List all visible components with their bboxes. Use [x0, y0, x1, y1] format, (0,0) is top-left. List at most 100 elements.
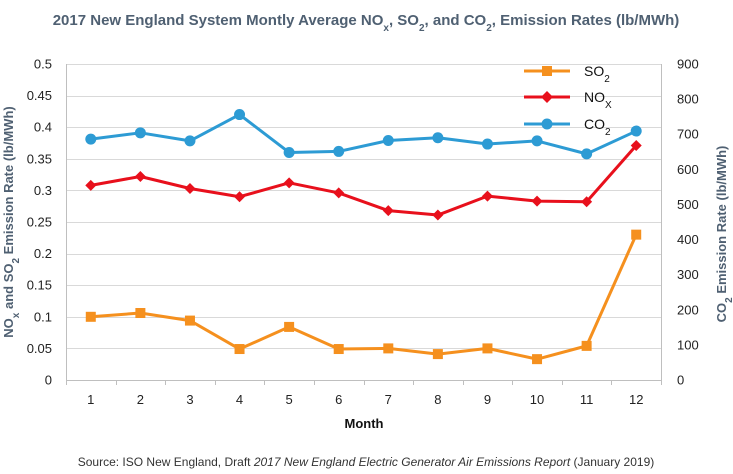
- legend-label-so2: SO2: [584, 63, 610, 85]
- x-tick-label-8: 8: [434, 392, 441, 407]
- point-so2-1: [85, 311, 96, 322]
- legend-so2-sub: 2: [604, 74, 610, 85]
- left-tick-label-1: 0.05: [27, 341, 52, 356]
- title-sep2: , and CO: [425, 12, 487, 29]
- point-nox-6: [333, 187, 345, 199]
- y-axis-left-title: NOx and SO2 Emission Rate (lb/MWh): [1, 106, 22, 337]
- legend-item-so2: SO2: [524, 63, 610, 85]
- ylabel-left-nox-sub: x: [11, 312, 22, 318]
- x-tick-label-7: 7: [385, 392, 392, 407]
- axes: [66, 64, 662, 385]
- ylabel-right-suffix: Emission Rate (lb/MWh): [714, 146, 729, 298]
- point-so2-8: [432, 349, 443, 360]
- point-co2-4: [234, 109, 246, 121]
- legend-marker-so2: [542, 66, 552, 76]
- series-nox: [85, 140, 642, 221]
- point-co2-8: [432, 132, 444, 144]
- gridlines: [66, 64, 661, 381]
- right-axis-ticks: 0 100 200 300 400 500 600 700 800 900: [677, 57, 699, 388]
- x-tick-label-1: 1: [87, 392, 94, 407]
- x-tick-label-5: 5: [286, 392, 293, 407]
- point-so2-11: [581, 340, 592, 351]
- point-co2-6: [333, 145, 345, 157]
- point-nox-8: [432, 209, 444, 221]
- ylabel-left-so2-sub: 2: [11, 258, 22, 264]
- series-group: [85, 109, 642, 365]
- left-tick-label-6: 0.3: [34, 183, 52, 198]
- left-tick-label-2: 0.1: [34, 309, 52, 324]
- left-tick-label-5: 0.25: [27, 215, 52, 230]
- point-so2-12: [631, 229, 642, 240]
- point-nox-9: [481, 190, 493, 202]
- point-so2-5: [284, 321, 295, 332]
- ylabel-left-prefix: NO: [1, 318, 16, 338]
- title-sep1: , SO: [389, 12, 419, 29]
- point-co2-2: [134, 127, 146, 139]
- point-so2-6: [333, 344, 344, 355]
- x-tick-label-2: 2: [137, 392, 144, 407]
- x-tick-label-6: 6: [335, 392, 342, 407]
- point-so2-2: [135, 308, 146, 319]
- left-tick-label-4: 0.2: [34, 246, 52, 261]
- right-tick-label-0: 0: [677, 373, 684, 388]
- series-line-nox: [90, 144, 638, 217]
- left-tick-label-10: 0.5: [34, 57, 52, 72]
- point-so2-4: [234, 344, 245, 355]
- point-nox-10: [531, 195, 543, 207]
- point-so2-3: [184, 315, 195, 326]
- ylabel-right-co2-sub: 2: [724, 297, 733, 303]
- chart-title: 2017 New England System Montly Average N…: [53, 12, 680, 34]
- point-so2-10: [532, 354, 543, 365]
- source-note: Source: ISO New England, Draft 2017 New …: [78, 455, 655, 469]
- ylabel-left-mid: and SO: [1, 264, 16, 313]
- series-co2: [85, 109, 642, 160]
- legend-marker-co2: [541, 118, 553, 130]
- y-axis-right-title: CO2 Emission Rate (lb/MWh): [714, 146, 733, 323]
- point-nox-11: [581, 196, 593, 208]
- legend-co2-main: CO: [584, 116, 605, 132]
- point-so2-7: [383, 343, 394, 354]
- title-prefix: 2017 New England System Montly Average N…: [53, 12, 384, 29]
- right-tick-label-6: 600: [677, 162, 699, 177]
- series-so2: [85, 229, 642, 365]
- point-nox-7: [382, 205, 394, 217]
- title-nox-sub: x: [383, 23, 389, 34]
- right-tick-label-2: 200: [677, 302, 699, 317]
- left-tick-label-3: 0.15: [27, 278, 52, 293]
- left-axis-ticks: 0 0.05 0.1 0.15 0.2 0.25 0.3 0.35 0.4 0.45 0.5: [27, 57, 52, 388]
- point-co2-7: [382, 135, 394, 147]
- x-tick-label-3: 3: [186, 392, 193, 407]
- point-nox-3: [184, 183, 196, 195]
- title-so2-sub: 2: [419, 23, 425, 34]
- source-report: 2017 New England Electric Generator Air …: [253, 455, 571, 469]
- ylabel-left-suffix: Emission Rate (lb/MWh): [1, 106, 16, 258]
- legend-marker-nox: [541, 91, 553, 103]
- point-nox-5: [283, 177, 295, 189]
- source-prefix: Source: ISO New England, Draft: [78, 455, 254, 469]
- ylabel-right-prefix: CO: [714, 303, 729, 323]
- right-tick-label-8: 800: [677, 92, 699, 107]
- legend: SO2 NOX CO2: [524, 63, 612, 138]
- left-tick-label-9: 0.45: [27, 88, 52, 103]
- title-co2-sub: 2: [486, 23, 492, 34]
- point-so2-9: [482, 343, 493, 354]
- left-tick-label-7: 0.35: [27, 151, 52, 166]
- legend-nox-main: NO: [584, 89, 605, 105]
- legend-item-co2: CO2: [524, 116, 611, 138]
- source-suffix: (January 2019): [570, 455, 654, 469]
- left-tick-label-8: 0.4: [34, 120, 52, 135]
- legend-nox-sub: X: [605, 100, 612, 111]
- legend-item-nox: NOX: [524, 89, 612, 111]
- legend-label-nox: NOX: [584, 89, 612, 111]
- title-suffix: , Emission Rates (lb/MWh): [492, 12, 680, 29]
- point-co2-9: [481, 138, 493, 150]
- point-co2-1: [85, 133, 97, 145]
- series-line-so2: [90, 234, 638, 361]
- point-co2-3: [184, 135, 196, 147]
- x-tick-label-9: 9: [484, 392, 491, 407]
- right-tick-label-7: 700: [677, 127, 699, 142]
- right-tick-label-4: 400: [677, 232, 699, 247]
- right-tick-label-5: 500: [677, 197, 699, 212]
- x-tick-label-4: 4: [236, 392, 243, 407]
